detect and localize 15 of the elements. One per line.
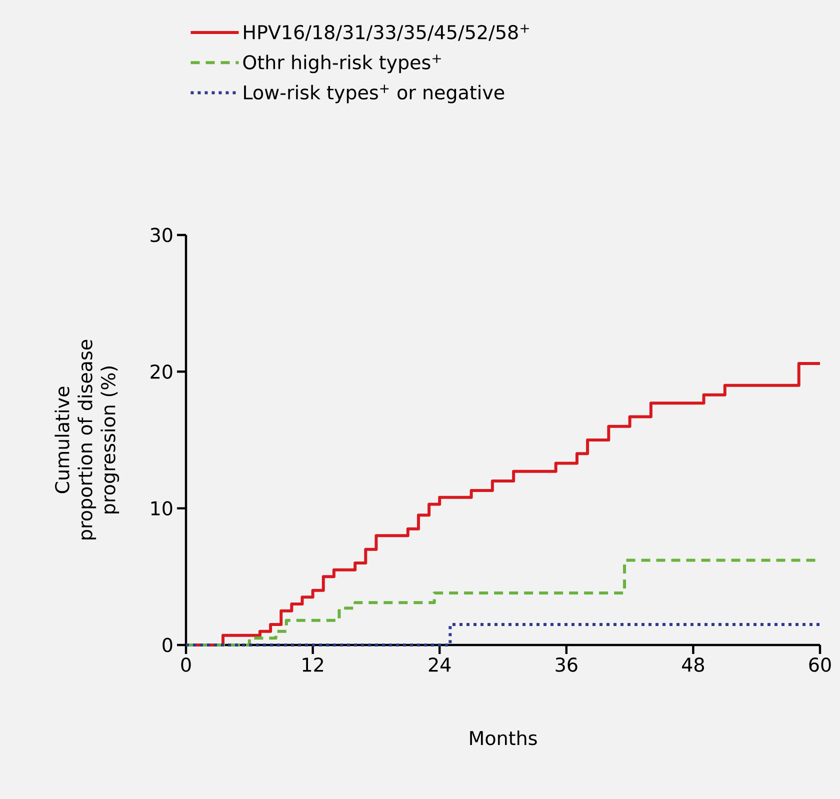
x-axis-title: Months	[470, 730, 537, 746]
x-tick-label: 48	[682, 658, 704, 672]
y-tick-label: 30	[150, 228, 172, 242]
legend-label: HPV16/18/31/33/35/45/52/58$^{+}$	[244, 24, 529, 41]
legend-label: Low-risk types$^{+}$ or negative	[244, 84, 504, 104]
legend-label: Othr high-risk types$^{+}$	[243, 54, 441, 74]
y-tick-label: 0	[162, 638, 172, 652]
x-tick-label: 36	[556, 658, 578, 672]
x-tick-label: 0	[181, 658, 191, 672]
y-tick-label: 10	[151, 501, 172, 516]
x-tick-label: 60	[809, 658, 831, 672]
x-tick-label: 12	[302, 658, 323, 672]
y-tick-label: 20	[150, 364, 172, 379]
y-axis-title: Cumulative proportion of disease progression (%)	[54, 340, 120, 540]
x-tick-label: 24	[428, 658, 451, 672]
